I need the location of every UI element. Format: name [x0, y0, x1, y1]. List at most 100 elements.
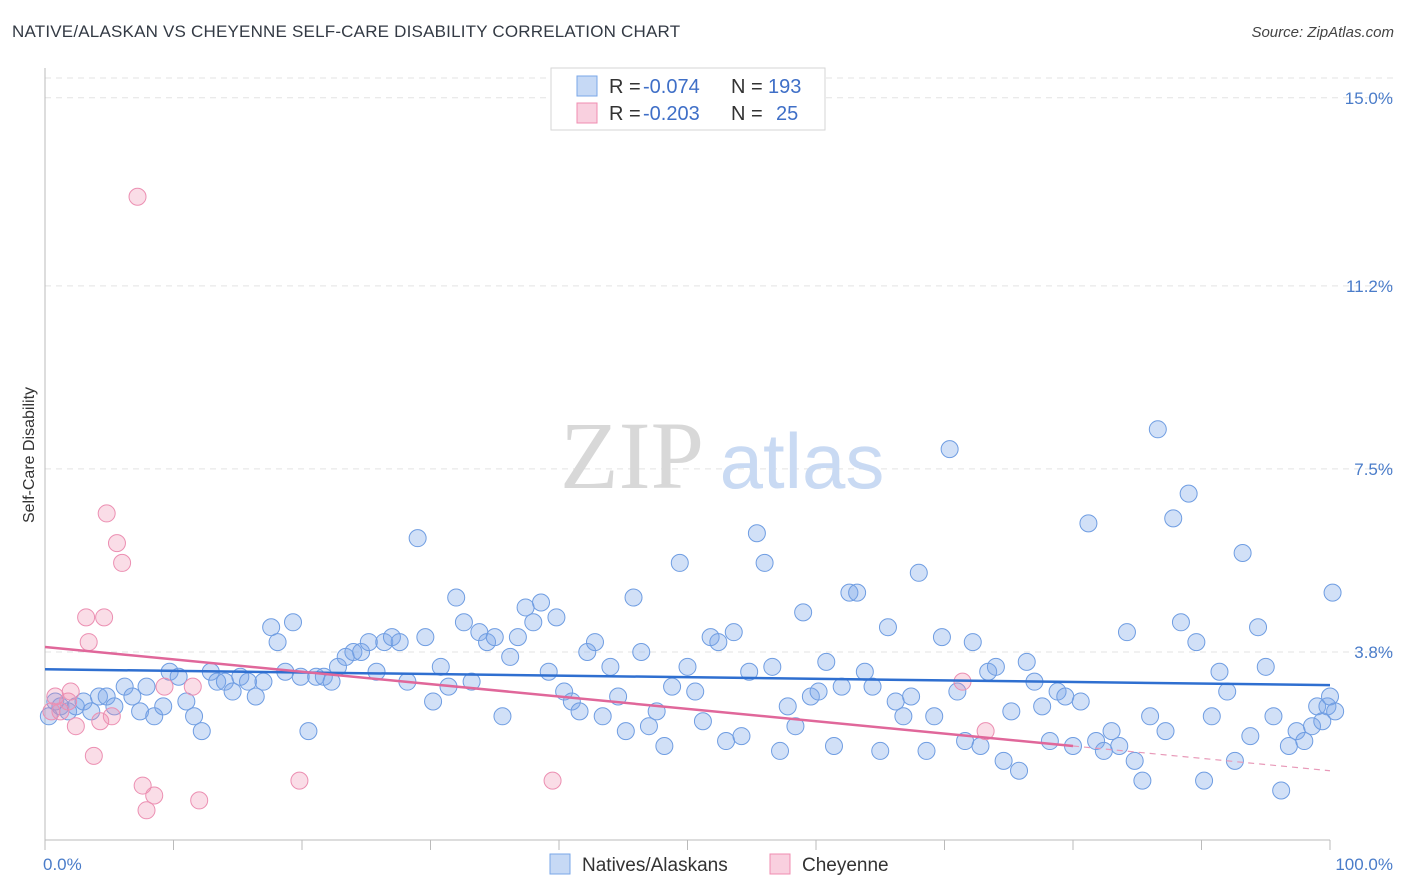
point-natives-64 — [532, 593, 551, 612]
point-natives-88 — [717, 732, 736, 751]
point-natives-148 — [1179, 484, 1198, 503]
point-natives-108 — [871, 741, 890, 760]
y-axis-label: Self-Care Disability — [21, 387, 38, 523]
y-tick-label-0: 3.8% — [1354, 643, 1393, 662]
point-cheyenne-23 — [543, 771, 562, 790]
point-cheyenne-7 — [79, 633, 98, 652]
point-natives-10 — [115, 677, 134, 696]
point-natives-115 — [925, 707, 944, 726]
point-natives-132 — [1056, 687, 1075, 706]
point-cheyenne-11 — [97, 504, 116, 523]
y-tick-label-1: 7.5% — [1354, 460, 1393, 479]
point-natives-156 — [1241, 727, 1260, 746]
point-natives-55 — [462, 672, 481, 691]
point-natives-51 — [431, 657, 450, 676]
point-natives-164 — [1303, 717, 1322, 736]
legend-r-label-1: R = — [609, 76, 641, 98]
point-natives-106 — [855, 662, 874, 681]
point-cheyenne-12 — [102, 707, 121, 726]
point-natives-27 — [246, 687, 265, 706]
point-natives-61 — [508, 628, 527, 647]
point-natives-120 — [963, 633, 982, 652]
point-natives-95 — [771, 741, 790, 760]
point-natives-139 — [1110, 736, 1129, 755]
point-natives-170 — [1326, 702, 1345, 721]
point-natives-109 — [878, 618, 897, 637]
point-natives-50 — [424, 692, 443, 711]
point-natives-97 — [786, 717, 805, 736]
point-natives-58 — [485, 628, 504, 647]
watermark-zip: ZIP — [560, 402, 704, 509]
point-cheyenne-17 — [137, 801, 156, 820]
point-natives-89 — [724, 623, 743, 642]
point-natives-6 — [82, 702, 101, 721]
point-natives-163 — [1295, 732, 1314, 751]
series-natives-points — [39, 420, 1345, 800]
point-natives-19 — [185, 707, 204, 726]
point-natives-40 — [344, 642, 363, 661]
point-natives-82 — [670, 553, 689, 572]
legend-swatch-cheyenne — [576, 102, 598, 124]
y-tick-label-3: 15.0% — [1345, 89, 1393, 108]
point-cheyenne-18 — [145, 786, 164, 805]
point-natives-63 — [524, 613, 543, 632]
point-natives-94 — [763, 657, 782, 676]
point-natives-155 — [1233, 544, 1252, 563]
point-natives-126 — [1010, 761, 1029, 780]
point-natives-20 — [192, 722, 211, 741]
watermark: ZIP atlas — [560, 402, 884, 509]
point-natives-87 — [709, 633, 728, 652]
point-natives-105 — [848, 583, 867, 602]
legend-n-value-1: 193 — [768, 76, 801, 98]
legend-n-value-2: 25 — [776, 103, 798, 125]
point-natives-149 — [1187, 633, 1206, 652]
point-natives-15 — [154, 697, 173, 716]
legend-r-value-1: -0.074 — [643, 76, 700, 98]
point-natives-42 — [359, 633, 378, 652]
y-tick-labels: 3.8% 7.5% 11.2% 15.0% — [1345, 89, 1393, 662]
point-natives-12 — [131, 702, 150, 721]
point-natives-160 — [1272, 781, 1291, 800]
point-cheyenne-13 — [107, 534, 126, 553]
point-natives-157 — [1249, 618, 1268, 637]
point-natives-90 — [732, 727, 751, 746]
gridlines — [45, 77, 1395, 653]
x-tick-labels: 0.0% 100.0% — [43, 855, 1393, 874]
point-natives-73 — [601, 657, 620, 676]
point-natives-0 — [39, 707, 58, 726]
point-natives-81 — [663, 677, 682, 696]
legend-n-label-1: N = — [731, 76, 763, 98]
axes — [44, 68, 1331, 850]
point-natives-150 — [1195, 771, 1214, 790]
point-natives-110 — [886, 692, 905, 711]
point-cheyenne-5 — [66, 717, 85, 736]
point-natives-13 — [137, 677, 156, 696]
point-cheyenne-19 — [155, 677, 174, 696]
point-natives-8 — [97, 687, 116, 706]
legend-r-value-2: -0.203 — [643, 103, 700, 125]
point-natives-49 — [416, 628, 435, 647]
point-natives-118 — [948, 682, 967, 701]
point-natives-18 — [177, 692, 196, 711]
legend: R = -0.074 N = 193 R = -0.203 N = 25 — [550, 67, 826, 131]
point-natives-72 — [593, 707, 612, 726]
bottom-legend-swatch-cheyenne — [769, 853, 791, 875]
point-natives-85 — [693, 712, 712, 731]
point-natives-17 — [169, 667, 188, 686]
point-natives-76 — [624, 588, 643, 607]
point-cheyenne-15 — [128, 187, 147, 206]
point-natives-135 — [1079, 514, 1098, 533]
point-natives-96 — [778, 697, 797, 716]
point-natives-134 — [1071, 692, 1090, 711]
point-natives-159 — [1264, 707, 1283, 726]
point-natives-138 — [1102, 722, 1121, 741]
point-natives-11 — [123, 687, 142, 706]
point-natives-152 — [1210, 662, 1229, 681]
point-natives-83 — [678, 657, 697, 676]
point-natives-127 — [1017, 652, 1036, 671]
point-natives-141 — [1125, 751, 1144, 770]
series-cheyenne-points — [42, 187, 995, 820]
point-natives-75 — [616, 722, 635, 741]
point-natives-26 — [239, 672, 258, 691]
point-natives-161 — [1279, 736, 1298, 755]
